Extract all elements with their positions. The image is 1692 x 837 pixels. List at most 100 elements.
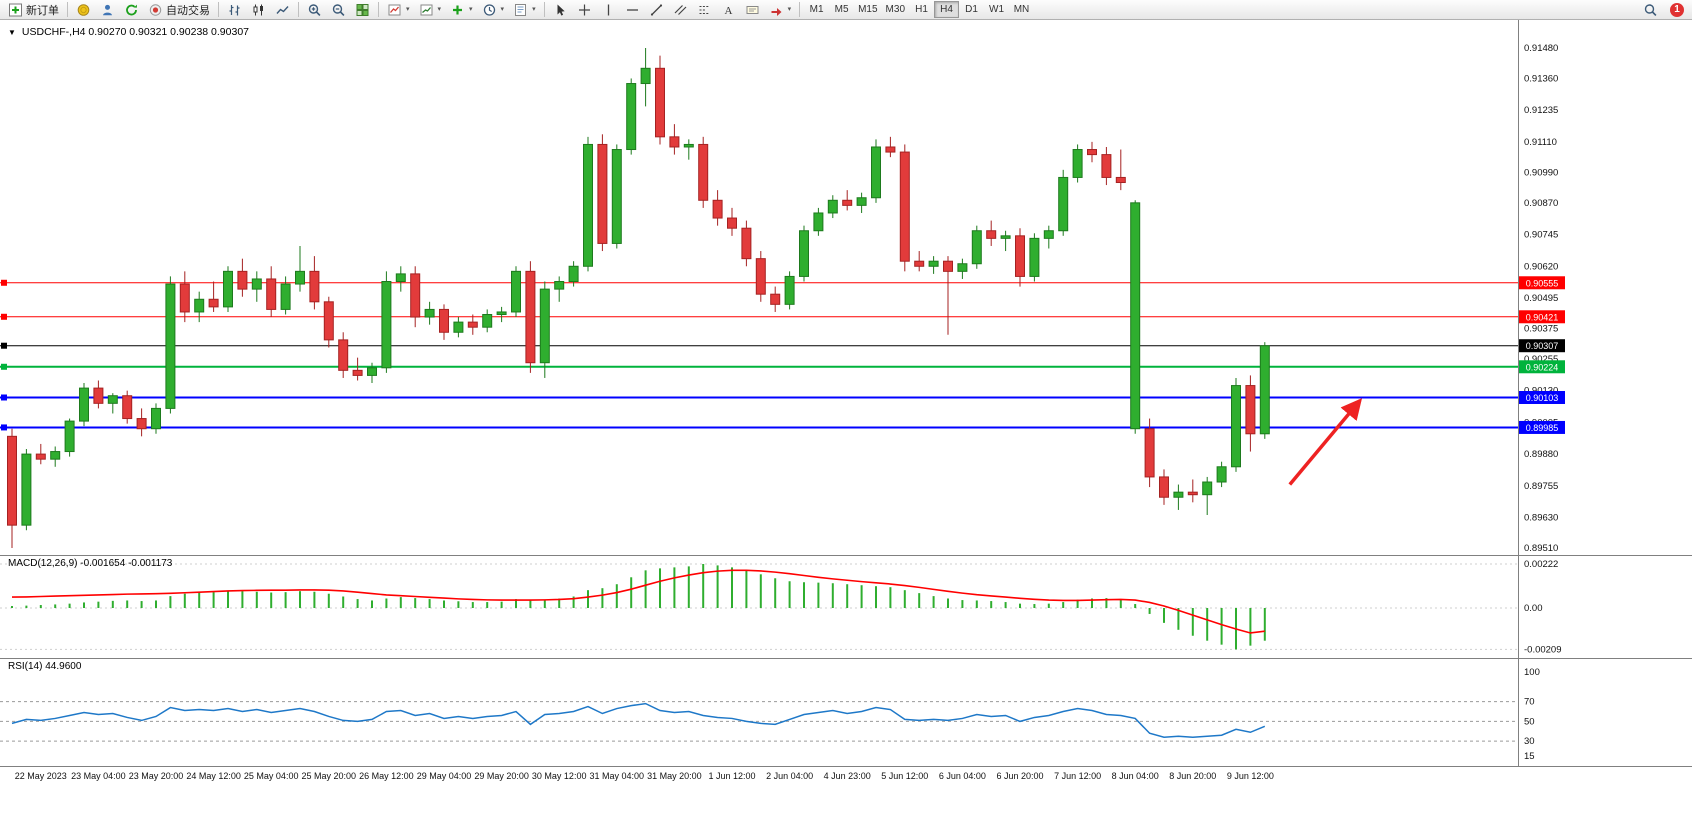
shapes-button[interactable]: ▾ — [765, 1, 796, 19]
line-chart-button[interactable] — [271, 1, 294, 19]
periods-button[interactable]: ▾ — [478, 1, 509, 19]
dropdown-caret-icon: ▾ — [469, 6, 473, 13]
zoom-out-icon — [332, 3, 345, 16]
vertical-line-button[interactable] — [597, 1, 620, 19]
label-icon — [746, 5, 759, 14]
tile-windows-button[interactable] — [351, 1, 374, 19]
fibonacci-icon — [699, 5, 710, 14]
time-axis-label: 29 May 20:00 — [474, 771, 529, 781]
timeframe-button-m15[interactable]: M15 — [854, 1, 881, 18]
time-axis-label: 25 May 04:00 — [243, 771, 299, 781]
person-icon — [103, 4, 112, 15]
timeframe-button-m1[interactable]: M1 — [804, 1, 829, 18]
new-chart-button[interactable]: ▾ — [415, 1, 446, 19]
time-axis-label: 26 May 12:00 — [359, 771, 414, 781]
timeframe-button-m5[interactable]: M5 — [829, 1, 854, 18]
time-axis-label: 31 May 20:00 — [647, 771, 702, 781]
timeframe-button-d1[interactable]: D1 — [959, 1, 984, 18]
zoom-in-icon — [308, 3, 321, 16]
chart-title: USDCHF-,H4 0.90270 0.90321 0.90238 0.903… — [21, 26, 249, 38]
svg-text:0.90495: 0.90495 — [1524, 293, 1558, 304]
macd-indicator-panel[interactable]: 0.00222 0.00 -0.00209 — [0, 555, 1692, 658]
candlestick-button[interactable] — [247, 1, 270, 19]
quotes-button[interactable] — [72, 1, 95, 19]
time-axis-label: 7 Jun 12:00 — [1054, 771, 1102, 781]
text-icon: A — [724, 5, 732, 17]
bar-chart-button[interactable] — [223, 1, 246, 19]
svg-text:30: 30 — [1524, 736, 1535, 747]
time-axis-label: 4 Jun 23:00 — [823, 771, 871, 781]
timeframe-button-w1[interactable]: W1 — [984, 1, 1009, 18]
time-axis[interactable]: 22 May 2023 23 May 04:00 23 May 20:00 24 Ma… — [0, 766, 1692, 791]
add-object-button[interactable]: ▾ — [446, 1, 477, 19]
svg-text:0.90620: 0.90620 — [1524, 261, 1558, 272]
new-chart-icon — [420, 4, 433, 15]
time-axis-label: 24 May 12:00 — [186, 771, 241, 781]
timeframe-button-h1[interactable]: H1 — [909, 1, 934, 18]
time-axis-label: 2 Jun 04:00 — [766, 771, 814, 781]
horizontal-line-button[interactable] — [621, 1, 644, 19]
time-axis-label: 8 Jun 20:00 — [1169, 771, 1217, 781]
fibonacci-button[interactable] — [693, 1, 716, 19]
toolbar-separator — [67, 2, 68, 17]
templates-button[interactable]: ▾ — [509, 1, 540, 19]
svg-text:0.90255: 0.90255 — [1524, 354, 1558, 365]
timeframe-button-h4[interactable]: H4 — [934, 1, 959, 18]
svg-text:0.90307: 0.90307 — [1526, 341, 1559, 351]
ohlc-bars-icon — [229, 4, 240, 15]
time-axis-label: 23 May 20:00 — [128, 771, 184, 781]
candlestick-icon — [253, 4, 263, 15]
toolbar-separator — [378, 2, 379, 17]
price-chart[interactable]: 0.91480 0.91360 0.91235 0.91110 0.90990 0.908… — [0, 20, 1692, 555]
toolbar-right-group: 1 — [1639, 1, 1688, 19]
trendline-icon — [650, 3, 662, 16]
auto-trading-button[interactable]: 自动交易 — [144, 1, 214, 19]
dropdown-caret-icon: ▾ — [406, 6, 410, 13]
svg-text:0.91480: 0.91480 — [1524, 43, 1558, 54]
zoom-out-button[interactable] — [327, 1, 350, 19]
new-order-label: 新订单 — [26, 4, 59, 17]
chart-menu-caret-icon[interactable]: ▼ — [8, 27, 16, 37]
rsi-indicator-panel[interactable]: 100 70 50 30 15 — [0, 658, 1692, 766]
timeframe-group: M1 M5 M15 M30 H1 H4 D1 W1 MN — [804, 1, 1034, 18]
plus-icon — [453, 5, 463, 14]
time-axis-label: 5 Jun 12:00 — [881, 771, 929, 781]
timeframe-button-m30[interactable]: M30 — [882, 1, 909, 18]
notification-badge[interactable]: 1 — [1670, 2, 1684, 17]
dropdown-caret-icon: ▾ — [437, 6, 442, 13]
time-axis-label: 30 May 12:00 — [531, 771, 587, 781]
svg-text:0.89755: 0.89755 — [1524, 481, 1558, 492]
chart-title-row: ▼ USDCHF-,H4 0.90270 0.90321 0.90238 0.9… — [8, 26, 249, 38]
crosshair-button[interactable] — [573, 1, 596, 19]
refresh-icon — [126, 4, 137, 15]
svg-text:0.89985: 0.89985 — [1526, 423, 1559, 433]
svg-text:0.90870: 0.90870 — [1524, 198, 1558, 209]
time-axis-label: 25 May 20:00 — [301, 771, 357, 781]
channel-icon — [674, 4, 687, 15]
arrow-shape-icon — [771, 7, 782, 16]
zoom-in-button[interactable] — [303, 1, 326, 19]
label-button[interactable] — [741, 1, 764, 19]
new-order-button[interactable]: 新订单 — [4, 1, 63, 19]
dropdown-caret-icon: ▾ — [787, 6, 792, 13]
svg-text:0.89880: 0.89880 — [1524, 449, 1558, 460]
indicators-button[interactable]: ▾ — [383, 1, 414, 19]
trendline-button[interactable] — [645, 1, 668, 19]
text-button[interactable]: A — [717, 1, 740, 19]
toolbar-separator — [218, 2, 219, 17]
cursor-button[interactable] — [549, 1, 572, 19]
profile-button[interactable] — [96, 1, 119, 19]
toolbar-separator — [543, 2, 545, 17]
search-button[interactable] — [1639, 1, 1662, 19]
refresh-button[interactable] — [120, 1, 143, 19]
indicators-icon — [388, 4, 401, 15]
time-axis-label: 6 Jun 04:00 — [938, 771, 986, 781]
time-axis-label: 22 May 2023 — [14, 771, 67, 781]
timeframe-button-mn[interactable]: MN — [1009, 1, 1034, 18]
svg-text:0.91110: 0.91110 — [1524, 137, 1557, 148]
channel-button[interactable] — [669, 1, 692, 19]
time-axis-label: 29 May 04:00 — [416, 771, 472, 781]
vertical-line-icon — [607, 4, 609, 15]
main-toolbar: 新订单 自动交易 — [0, 0, 1692, 20]
svg-text:0.89630: 0.89630 — [1524, 513, 1558, 524]
